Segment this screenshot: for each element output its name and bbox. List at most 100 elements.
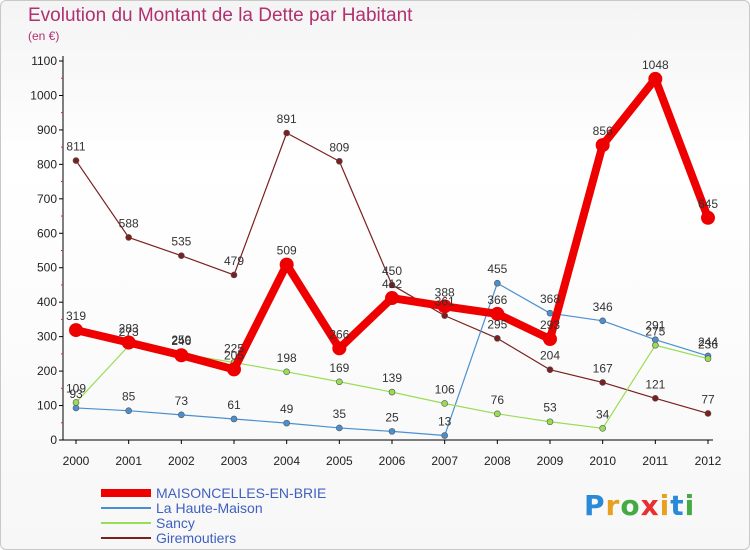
data-point (178, 411, 185, 419)
data-point (72, 157, 80, 164)
logo-letter: P (584, 489, 606, 522)
data-point (652, 341, 659, 349)
series-3 (72, 129, 712, 417)
data-point (388, 281, 396, 289)
data-point (388, 428, 396, 435)
data-label: 368 (540, 292, 560, 306)
data-label: 366 (487, 293, 507, 307)
logo-letter: i (684, 489, 696, 522)
data-point (336, 378, 343, 386)
data-point (121, 335, 136, 350)
data-point (125, 234, 132, 241)
y-tick-label: 600 (37, 226, 57, 240)
data-point (336, 157, 343, 165)
data-point (599, 424, 606, 432)
data-label: 35 (333, 407, 347, 421)
data-label: 236 (698, 338, 718, 352)
data-label: 535 (171, 235, 191, 249)
legend-swatch (101, 507, 151, 509)
chart-subtitle: (en €) (28, 29, 60, 43)
data-point (174, 348, 189, 363)
data-point (648, 71, 663, 86)
legend-swatch (101, 537, 151, 539)
data-point (69, 323, 83, 338)
data-label: 61 (227, 398, 241, 412)
data-point (701, 210, 715, 225)
data-point (704, 410, 712, 417)
data-label: 53 (543, 401, 557, 415)
logo-letter: r (605, 489, 621, 522)
data-label: 275 (645, 324, 665, 338)
logo-letter: x (640, 489, 660, 522)
data-point (704, 355, 712, 362)
data-point (283, 368, 290, 376)
data-point (230, 415, 238, 423)
x-tick-label: 2002 (168, 454, 195, 468)
data-label: 225 (224, 341, 244, 355)
data-point (336, 424, 343, 432)
x-tick-label: 2009 (537, 454, 564, 468)
data-label: 891 (277, 112, 297, 126)
data-label: 139 (382, 371, 402, 385)
data-label: 109 (66, 381, 86, 395)
logo-letter: o (620, 489, 641, 522)
x-tick-label: 2010 (589, 454, 616, 468)
data-label: 34 (596, 407, 610, 421)
data-point (332, 341, 347, 356)
data-point (437, 299, 452, 314)
data-point (283, 129, 290, 137)
legend-swatch (101, 522, 151, 524)
y-tick-label: 800 (37, 157, 57, 171)
data-label: 455 (487, 262, 507, 276)
legend-label: Sancy (156, 515, 195, 531)
proxiti-logo: Proxiti (584, 489, 695, 522)
x-tick-label: 2001 (115, 454, 142, 468)
y-tick-label: 900 (37, 123, 57, 137)
data-label: 266 (329, 327, 349, 341)
data-label: 121 (645, 377, 665, 391)
y-tick-label: 400 (37, 295, 57, 309)
y-tick-label: 300 (37, 330, 57, 344)
x-tick-label: 2005 (326, 454, 353, 468)
x-tick-label: 2004 (273, 454, 300, 468)
data-label: 450 (382, 264, 402, 278)
data-point (125, 407, 132, 415)
data-point (599, 317, 606, 325)
data-label: 293 (540, 318, 560, 332)
series-0 (69, 71, 715, 377)
data-point (494, 335, 501, 342)
data-point (441, 400, 448, 407)
data-point (72, 399, 80, 406)
data-label: 361 (435, 295, 455, 309)
legend-label: La Haute-Maison (156, 500, 263, 516)
data-point (599, 379, 606, 386)
data-label: 412 (382, 277, 402, 291)
data-label: 479 (224, 254, 244, 268)
x-tick-label: 2003 (221, 454, 248, 468)
data-point (279, 257, 294, 272)
data-label: 273 (119, 325, 139, 339)
data-label: 25 (385, 410, 399, 424)
data-label: 13 (438, 415, 452, 429)
data-label: 811 (66, 140, 85, 154)
data-point (595, 138, 610, 153)
data-label: 1048 (642, 58, 669, 72)
data-point (441, 312, 448, 319)
data-label: 85 (122, 390, 136, 404)
data-label: 167 (593, 361, 613, 375)
data-label: 645 (698, 197, 718, 211)
y-tick-label: 1000 (30, 88, 57, 102)
data-point (441, 432, 448, 439)
data-label: 291 (645, 319, 665, 333)
data-label: 77 (701, 392, 715, 406)
data-label: 250 (171, 333, 191, 347)
data-label: 295 (487, 317, 507, 331)
legend-label: Giremoutiers (156, 530, 237, 546)
data-label: 244 (698, 335, 718, 349)
chart-title: Evolution du Montant de la Dette par Hab… (28, 5, 413, 26)
data-label: 169 (329, 361, 349, 375)
data-label: 205 (224, 348, 244, 362)
data-point (388, 388, 396, 396)
data-label: 73 (175, 394, 189, 408)
data-label: 509 (277, 244, 297, 258)
